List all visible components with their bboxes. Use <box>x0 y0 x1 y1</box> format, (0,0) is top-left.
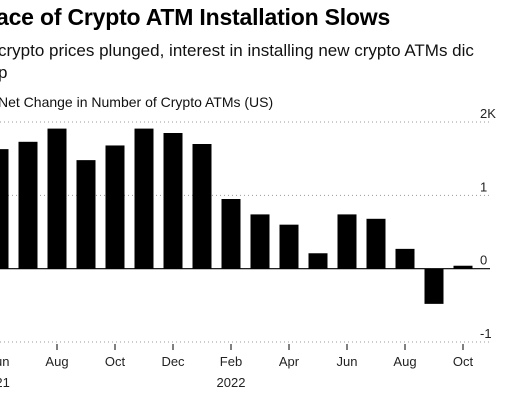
x-tick-label: Oct <box>453 354 474 369</box>
bar <box>134 128 154 269</box>
bar <box>221 199 241 269</box>
x-year-label: 021 <box>0 375 10 390</box>
x-tick-label: Feb <box>220 354 242 369</box>
bar <box>192 144 212 269</box>
bar <box>18 141 38 269</box>
bar <box>76 160 96 269</box>
bar <box>163 133 183 269</box>
bar <box>0 149 9 269</box>
x-tick-label: Jun <box>337 354 358 369</box>
y-tick-label: 0 <box>480 253 487 268</box>
x-tick-label: Oct <box>105 354 126 369</box>
bar <box>47 128 67 269</box>
y-axis-label: Net Change in Number of Crypto ATMs (US) <box>0 94 274 110</box>
y-tick-label: 1 <box>480 179 487 194</box>
y-tick-label: -1 <box>480 326 492 341</box>
bar <box>105 145 125 269</box>
x-tick-label: Jun <box>0 354 9 369</box>
bar <box>395 248 415 269</box>
x-tick-label: Aug <box>45 354 68 369</box>
x-year-label: 2022 <box>217 375 246 390</box>
x-tick-label: Aug <box>393 354 416 369</box>
subtitle-line-1: crypto prices plunged, interest in insta… <box>0 41 474 60</box>
subtitle-line-2: p <box>0 63 8 82</box>
bar <box>250 214 270 269</box>
bar <box>424 268 444 304</box>
bar <box>337 214 357 269</box>
chart-subtitle: crypto prices plunged, interest in insta… <box>0 40 520 84</box>
y-tick-label: 2K <box>480 106 496 121</box>
chart-title: ace of Crypto ATM Installation Slows <box>0 4 391 30</box>
x-tick-label: Apr <box>279 354 300 369</box>
bar <box>366 218 386 269</box>
x-tick-label: Dec <box>161 354 185 369</box>
bar <box>308 253 328 269</box>
bar <box>279 224 299 269</box>
bar <box>453 265 473 269</box>
